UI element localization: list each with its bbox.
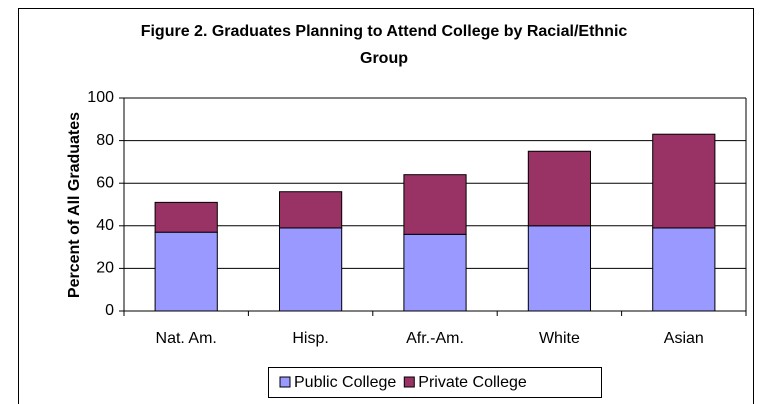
bar-segment: [154, 231, 218, 312]
bar-segment: [154, 201, 218, 233]
legend-label: Public College: [294, 374, 396, 391]
y-tick-label: 40: [96, 217, 114, 234]
x-tick-label: Afr.-Am.: [406, 330, 464, 347]
bar-segment: [527, 225, 591, 312]
y-tick-label: 100: [87, 89, 114, 106]
bar-segment: [652, 227, 716, 312]
y-tick-label: 0: [105, 302, 114, 319]
y-tick-label: 80: [96, 132, 114, 149]
x-tick-label: Hisp.: [292, 330, 328, 347]
legend-box: [268, 367, 602, 398]
bar-segment: [527, 150, 591, 227]
bar-segment: [279, 227, 343, 312]
x-tick-label: Nat. Am.: [156, 330, 217, 347]
y-axis-label: Percent of All Graduates: [66, 112, 83, 298]
x-tick-label: White: [539, 330, 580, 347]
bar-segment: [403, 174, 467, 235]
bar-segment: [652, 133, 716, 229]
x-tick-label: Asian: [664, 330, 704, 347]
y-tick-label: 20: [96, 260, 114, 277]
chart-title: Figure 2. Graduates Planning to Attend C…: [140, 23, 628, 67]
legend-swatch: [279, 376, 291, 388]
chart-frame: [18, 8, 754, 404]
legend-swatch: [403, 376, 415, 388]
y-tick-label: 60: [96, 174, 114, 191]
bar-segment: [403, 233, 467, 312]
bar-segment: [279, 191, 343, 229]
legend-label: Private College: [418, 374, 527, 391]
